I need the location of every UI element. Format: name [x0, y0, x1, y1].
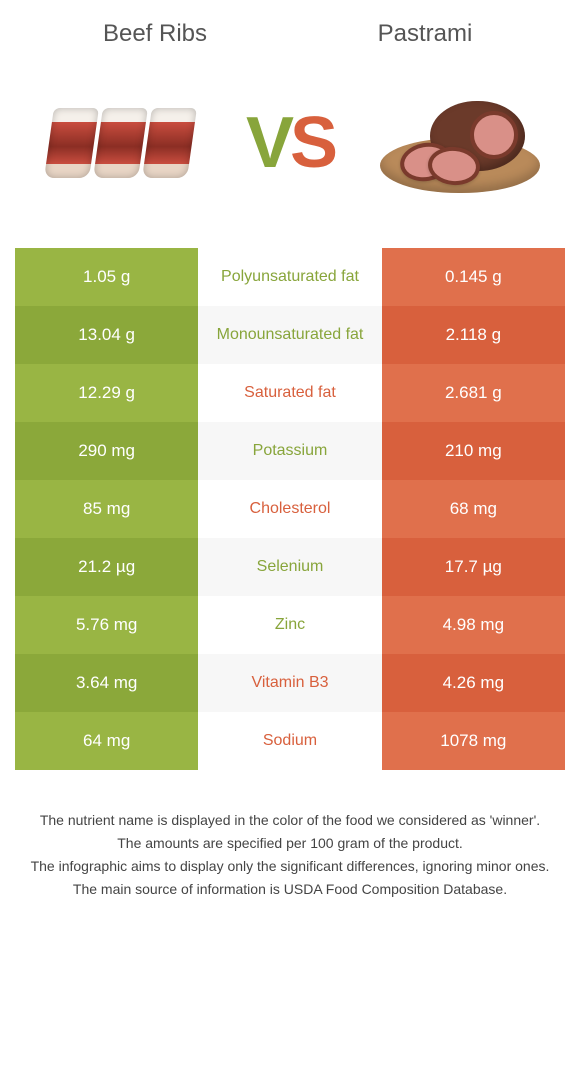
- nutrient-label: Cholesterol: [198, 480, 381, 538]
- value-left: 1.05 g: [15, 248, 198, 306]
- table-row: 290 mgPotassium210 mg: [15, 422, 565, 480]
- value-left: 13.04 g: [15, 306, 198, 364]
- vs-s: S: [290, 103, 334, 183]
- value-right: 1078 mg: [382, 712, 565, 770]
- value-left: 5.76 mg: [15, 596, 198, 654]
- value-right: 4.26 mg: [382, 654, 565, 712]
- vs-v: V: [246, 103, 290, 183]
- value-left: 21.2 µg: [15, 538, 198, 596]
- value-right: 0.145 g: [382, 248, 565, 306]
- table-row: 5.76 mgZinc4.98 mg: [15, 596, 565, 654]
- table-row: 13.04 gMonounsaturated fat2.118 g: [15, 306, 565, 364]
- value-right: 4.98 mg: [382, 596, 565, 654]
- nutrient-label: Polyunsaturated fat: [198, 248, 381, 306]
- table-row: 1.05 gPolyunsaturated fat0.145 g: [15, 248, 565, 306]
- value-left: 64 mg: [15, 712, 198, 770]
- table-row: 12.29 gSaturated fat2.681 g: [15, 364, 565, 422]
- table-row: 3.64 mgVitamin B34.26 mg: [15, 654, 565, 712]
- table-row: 64 mgSodium1078 mg: [15, 712, 565, 770]
- value-right: 68 mg: [382, 480, 565, 538]
- footer-line: The infographic aims to display only the…: [25, 856, 555, 877]
- nutrient-label: Saturated fat: [198, 364, 381, 422]
- images-row: VS: [15, 78, 565, 208]
- pastrami-image: [375, 88, 545, 198]
- nutrient-label: Sodium: [198, 712, 381, 770]
- table-row: 85 mgCholesterol68 mg: [15, 480, 565, 538]
- titles-row: Beef Ribs Pastrami: [15, 20, 565, 48]
- value-left: 290 mg: [15, 422, 198, 480]
- nutrient-label: Potassium: [198, 422, 381, 480]
- nutrient-label: Monounsaturated fat: [198, 306, 381, 364]
- value-right: 2.118 g: [382, 306, 565, 364]
- beef-ribs-image: [35, 88, 205, 198]
- value-right: 210 mg: [382, 422, 565, 480]
- footer-line: The amounts are specified per 100 gram o…: [25, 833, 555, 854]
- nutrient-label: Vitamin B3: [198, 654, 381, 712]
- footer-line: The nutrient name is displayed in the co…: [25, 810, 555, 831]
- vs-label: VS: [246, 102, 334, 184]
- value-left: 3.64 mg: [15, 654, 198, 712]
- nutrient-label: Zinc: [198, 596, 381, 654]
- nutrient-label: Selenium: [198, 538, 381, 596]
- footer-notes: The nutrient name is displayed in the co…: [15, 810, 565, 900]
- value-left: 85 mg: [15, 480, 198, 538]
- comparison-table: 1.05 gPolyunsaturated fat0.145 g13.04 gM…: [15, 248, 565, 770]
- value-right: 2.681 g: [382, 364, 565, 422]
- footer-line: The main source of information is USDA F…: [25, 879, 555, 900]
- title-left: Beef Ribs: [55, 20, 255, 48]
- value-left: 12.29 g: [15, 364, 198, 422]
- title-right: Pastrami: [325, 20, 525, 48]
- value-right: 17.7 µg: [382, 538, 565, 596]
- table-row: 21.2 µgSelenium17.7 µg: [15, 538, 565, 596]
